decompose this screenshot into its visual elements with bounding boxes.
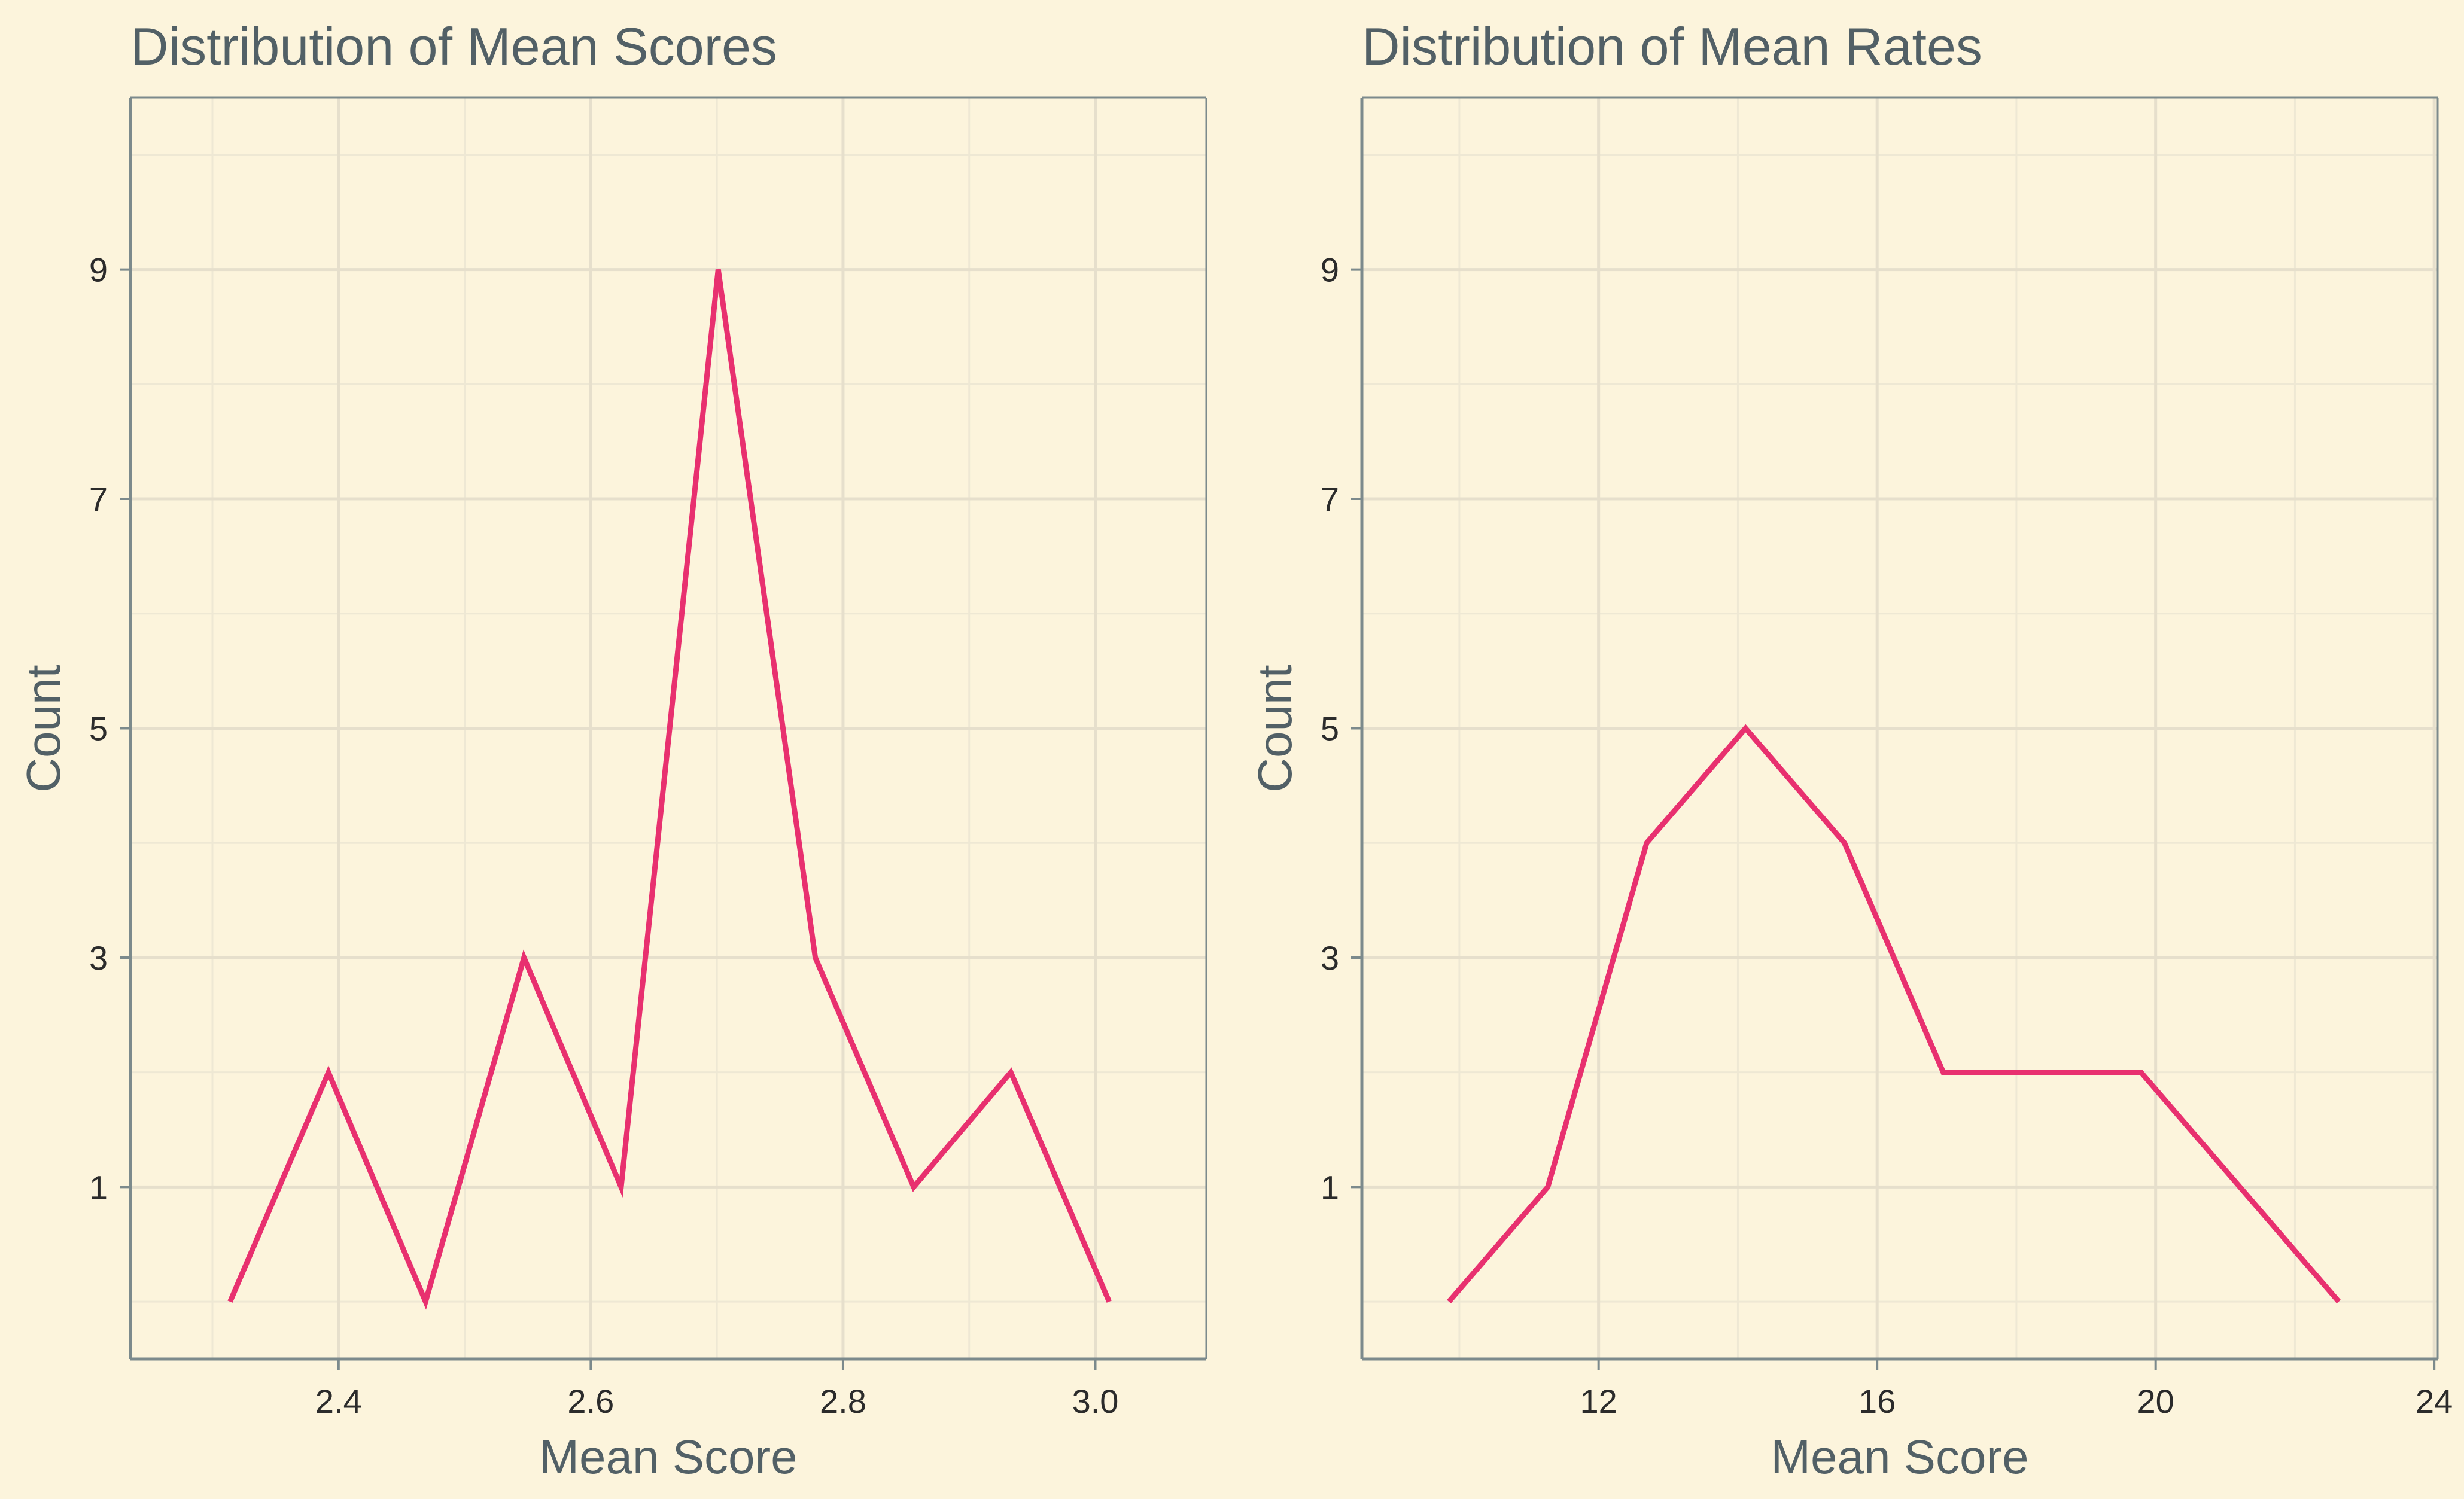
y-tick-label: 5 [1321, 710, 1339, 748]
grid [130, 98, 1206, 1359]
x-axis-ticks: 12 16 20 24 [1580, 1359, 2453, 1420]
y-tick-label: 1 [89, 1168, 108, 1206]
x-tick-label: 2.8 [820, 1382, 866, 1420]
x-axis-label: Mean Score [1771, 1430, 2028, 1483]
x-tick-label: 3.0 [1072, 1382, 1119, 1420]
plot-frame [129, 96, 1207, 1361]
y-tick-label: 1 [1321, 1168, 1339, 1206]
series-layer [1447, 724, 2341, 1304]
series-line [227, 269, 1112, 1310]
x-tick-label: 24 [2416, 1382, 2453, 1420]
x-tick-label: 2.4 [315, 1382, 362, 1420]
chart-panel-mean-scores: Distribution of Mean Scores 2.4 2.6 2.8 3.0… [17, 17, 1207, 1483]
x-axis-label: Mean Score [539, 1430, 797, 1483]
x-tick-label: 12 [1580, 1382, 1617, 1420]
y-axis-label: Count [17, 665, 70, 792]
chart-panel-mean-rates: Distribution of Mean Rates 12 16 20 24 1 3 5 7… [1248, 17, 2453, 1483]
x-tick-label: 2.6 [567, 1382, 614, 1420]
y-tick-label: 7 [1321, 480, 1339, 518]
data-point [815, 957, 816, 958]
data-point [717, 269, 719, 270]
y-tick-label: 7 [89, 480, 108, 518]
y-tick-label: 3 [89, 939, 108, 977]
x-axis-ticks: 2.4 2.6 2.8 3.0 [315, 1359, 1119, 1420]
series-layer [227, 269, 1112, 1310]
y-tick-label: 9 [1321, 251, 1339, 289]
data-point [1745, 728, 1746, 729]
x-tick-label: 16 [1858, 1382, 1896, 1420]
chart-title: Distribution of Mean Rates [1362, 17, 1982, 76]
y-tick-label: 3 [1321, 939, 1339, 977]
y-tick-label: 9 [89, 251, 108, 289]
y-axis-ticks: 1 3 5 7 9 [1321, 251, 1362, 1206]
y-tick-label: 5 [89, 710, 108, 748]
y-axis-label: Count [1248, 665, 1301, 792]
series-line [1447, 724, 2341, 1304]
y-axis-ticks: 1 3 5 7 9 [89, 251, 130, 1206]
chart-title: Distribution of Mean Scores [130, 17, 777, 76]
x-tick-label: 20 [2137, 1382, 2174, 1420]
grid [1362, 98, 2438, 1359]
